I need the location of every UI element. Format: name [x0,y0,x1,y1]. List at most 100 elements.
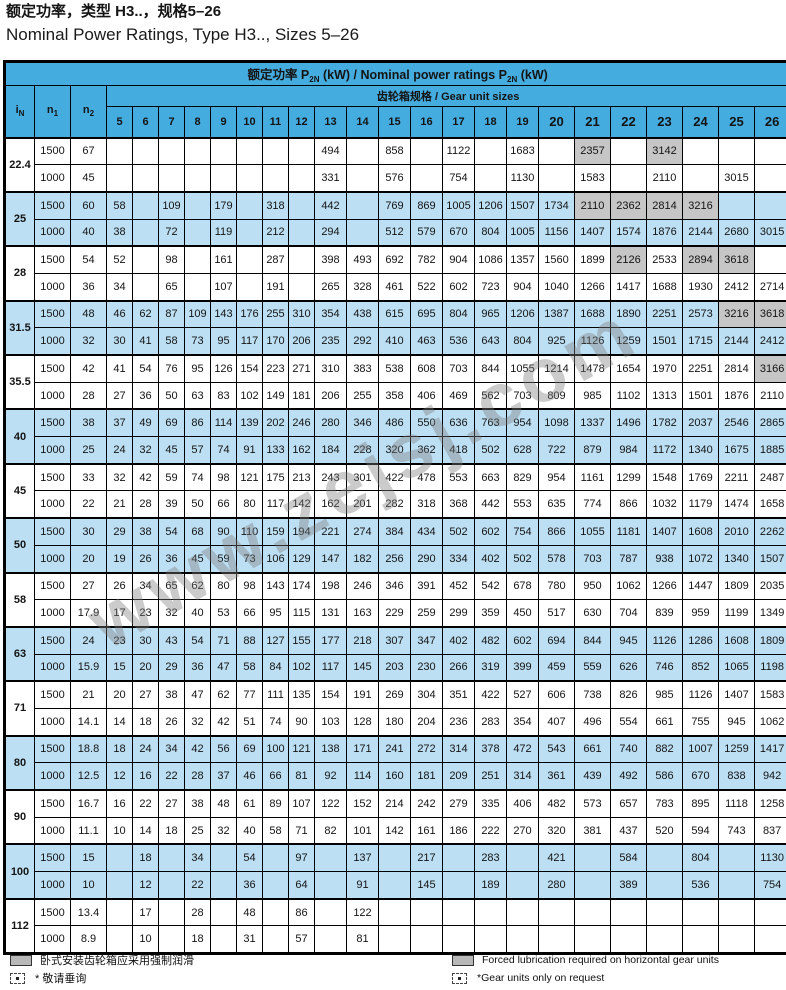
power-cell: 287 [262,245,289,274]
power-cell: 769 [378,190,411,220]
power-cell: 53 [210,599,237,628]
power-cell: 522 [410,272,443,302]
power-cell [210,843,237,873]
legend-forced-en-text: Forced lubrication required on horizonta… [482,954,719,966]
power-cell: 21 [106,490,133,519]
power-cell: 536 [682,871,719,900]
n2-value: 54 [70,245,107,274]
power-cell: 155 [288,625,315,655]
ratings-row: 31.5 1500 48 46 62 87 109 143 176 255 310 354 438 615… [4,299,786,356]
header-main-sub2: 2N [507,75,518,85]
power-cell: 378 [474,734,507,764]
power-cell: 17 [106,599,133,628]
power-cell: 222 [474,816,507,845]
power-cell [314,925,347,954]
power-cell: 18 [132,707,159,737]
power-cell: 954 [538,462,575,492]
power-cell: 562 [474,381,507,410]
power-cell: 230 [410,653,443,682]
power-cell: 496 [574,707,611,737]
size-column-header: 17 [442,106,475,138]
size-column-header: 15 [378,106,411,138]
power-cell: 91 [346,871,379,900]
power-cell: 3618 [753,299,786,329]
n2-value: 33 [70,462,107,492]
n2-value: 30 [70,517,107,546]
power-cell: 866 [538,517,575,546]
power-cell: 32 [210,816,237,845]
power-cell: 3216 [682,190,719,220]
power-cell: 657 [610,788,647,818]
power-cell: 86 [184,408,211,438]
power-cell: 2357 [574,136,611,166]
power-cell [314,843,347,873]
size-column-header: 20 [538,106,575,138]
power-cell: 271 [288,353,315,383]
n2-value: 24 [70,625,107,655]
power-cell [236,136,263,166]
power-cell: 14 [132,816,159,845]
power-cell: 32 [158,599,185,628]
power-cell: 40 [184,599,211,628]
n1-value: 1000 [34,544,71,574]
power-cell: 34 [158,734,185,764]
power-cell: 42 [132,462,159,492]
power-cell: 2110 [753,381,786,410]
power-cell [574,843,611,873]
power-cell [718,136,755,166]
n2-value: 12.5 [70,762,107,791]
power-cell: 109 [158,190,185,220]
power-cell [474,164,507,193]
n1-value: 1500 [34,136,71,166]
power-cell: 602 [442,272,475,302]
power-cell: 46 [106,299,133,329]
power-cell: 72 [158,218,185,247]
power-cell: 54 [236,843,263,873]
power-cell: 170 [262,327,289,356]
power-cell: 839 [646,599,683,628]
power-cell: 119 [210,218,237,247]
power-cell [753,897,786,927]
power-cell: 1062 [610,571,647,601]
power-cell: 229 [378,599,411,628]
power-cell: 866 [610,490,647,519]
power-cell: 1214 [538,353,575,383]
power-cell: 346 [346,408,379,438]
power-cell: 1809 [753,625,786,655]
power-cell: 121 [236,462,263,492]
power-cell: 76 [158,353,185,383]
power-cell: 88 [236,625,263,655]
power-cell: 106 [262,544,289,574]
power-cell: 389 [610,871,647,900]
power-cell: 879 [574,436,611,465]
power-cell: 1072 [682,544,719,574]
power-cell [682,897,719,927]
power-cell: 209 [442,762,475,791]
power-cell: 2144 [718,327,755,356]
power-cell [410,925,443,954]
legend-request-zh-text: * 敬请垂询 [35,973,87,985]
power-cell: 16 [106,788,133,818]
power-cell: 391 [410,571,443,601]
power-cell: 314 [442,734,475,764]
power-cell: 2126 [610,245,647,274]
power-cell: 1198 [753,653,786,682]
power-cell: 838 [718,762,755,791]
power-cell: 16 [132,762,159,791]
n1-value: 1500 [34,299,71,329]
power-cell: 145 [410,871,443,900]
power-cell: 42 [184,734,211,764]
power-cell [184,164,211,193]
power-cell: 1496 [610,408,647,438]
power-cell: 56 [210,734,237,764]
power-cell: 255 [262,299,289,329]
legend-request-en-row: *Gear units only on request [452,970,719,986]
power-cell: 1286 [682,625,719,655]
power-cell: 2144 [682,218,719,247]
power-cell: 670 [442,218,475,247]
power-cell [610,897,647,927]
power-cell: 77 [236,680,263,709]
power-cell: 217 [410,843,443,873]
power-cell: 579 [410,218,443,247]
power-cell: 92 [314,762,347,791]
